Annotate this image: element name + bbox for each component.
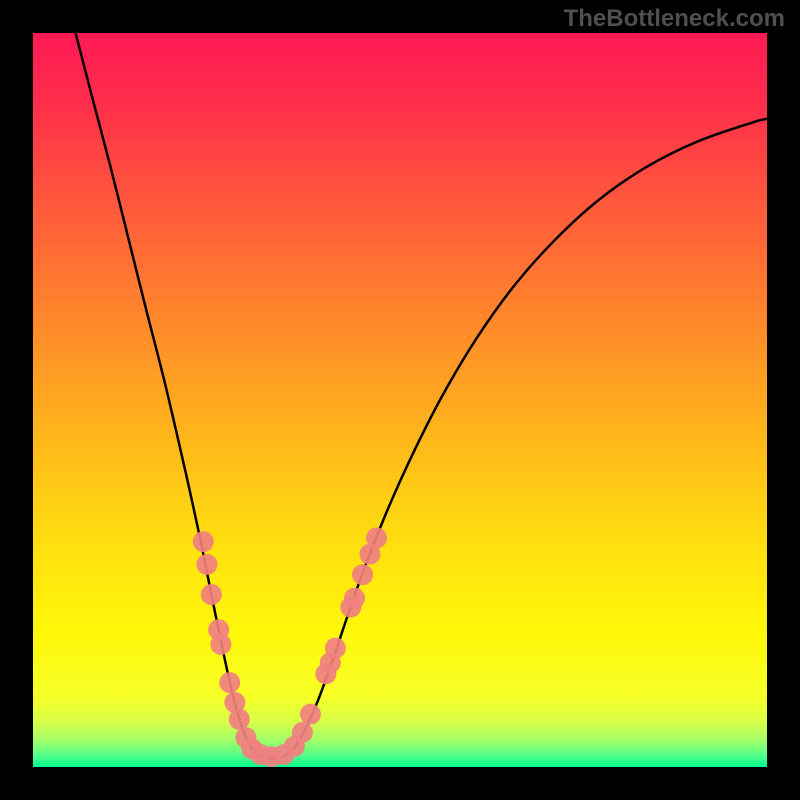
data-marker [366,527,387,548]
data-marker [219,672,240,693]
watermark-text: TheBottleneck.com [564,5,785,32]
frame-border [0,0,33,800]
data-marker [325,638,346,659]
data-marker [300,704,321,725]
frame-border [767,0,800,800]
frame-border [0,767,800,800]
chart-canvas: TheBottleneck.com [0,0,800,800]
data-marker [292,722,313,743]
data-marker [193,531,214,552]
data-marker [210,634,231,655]
data-marker [352,564,373,585]
data-marker [344,588,365,609]
data-marker [201,584,222,605]
gradient-background [33,33,767,767]
data-marker [229,709,250,730]
data-marker [196,554,217,575]
